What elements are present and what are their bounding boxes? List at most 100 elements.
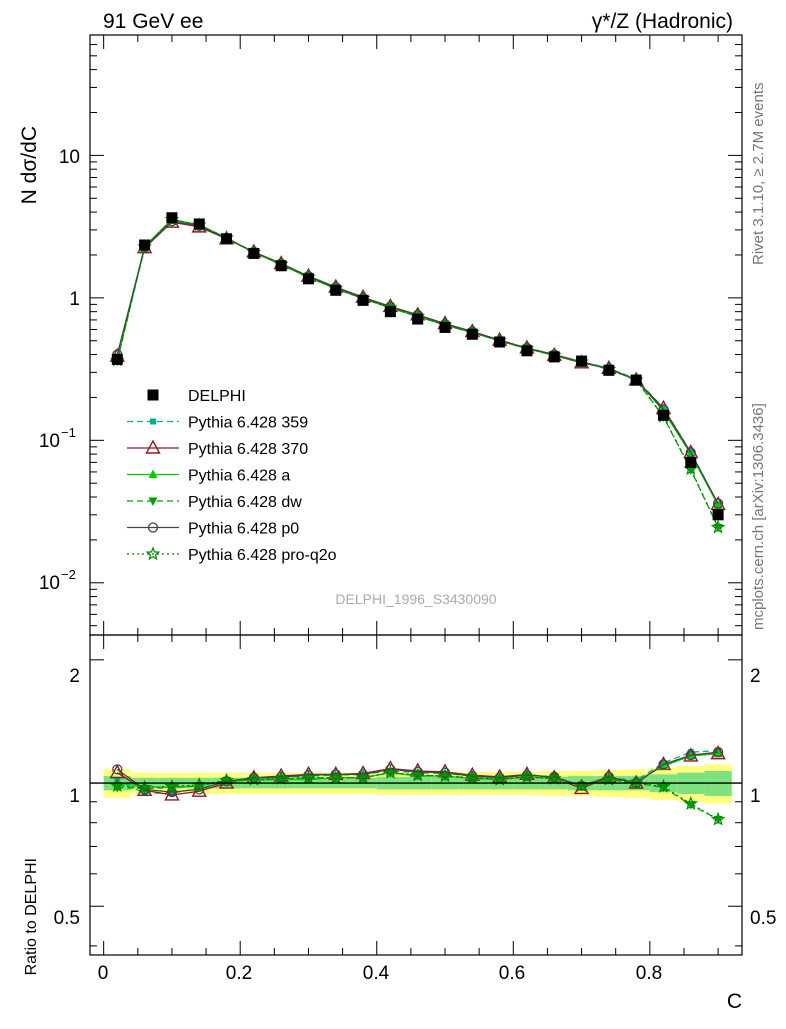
- top-panel-frame: [89, 34, 743, 636]
- bottom-y-tick-labels: 2 1 0.5 2 1 0.5: [54, 666, 777, 929]
- pythia-6-428-dw-point: [686, 466, 696, 475]
- legend-item: Pythia 6.428 370: [127, 439, 308, 458]
- legend-item: Pythia 6.428 dw: [127, 494, 302, 511]
- top-y-tick-label: 1: [69, 289, 80, 310]
- x-tick-label: 0: [98, 963, 109, 984]
- delphi-point: [439, 321, 451, 333]
- bottom-ylabel: Ratio to DELPHI: [23, 858, 40, 975]
- delphi-point: [139, 239, 151, 251]
- pythia-6-428-pro-q2o-point: [710, 519, 726, 534]
- delphi-point: [302, 273, 314, 285]
- pythia-6-428-p0-ratio-point: [385, 764, 396, 775]
- delphi-point: [521, 345, 533, 357]
- legend-item: Pythia 6.428 359: [127, 415, 308, 432]
- pythia-6-428-pro-q2o-ratio-point: [110, 778, 125, 792]
- bottom-panel-frame: [89, 634, 743, 956]
- pythia-6-428-pro-q2o-ratio-point: [546, 770, 562, 785]
- top-ylabel: N dσ/dC: [18, 126, 41, 204]
- delphi-point: [357, 294, 369, 306]
- pythia-6-428-p0-ratio-point: [357, 769, 369, 780]
- pythia-6-428-pro-q2o-ratio-point: [273, 770, 289, 785]
- pythia-6-428-p0-ratio-point: [685, 749, 696, 761]
- top-series-layer: [109, 211, 726, 534]
- bottom-y-tick-label-right: 0.5: [750, 908, 776, 929]
- pythia-6-428-p0-ratio-point: [330, 769, 341, 780]
- legend-item: Pythia 6.428 a: [127, 468, 290, 485]
- delphi-point: [221, 233, 233, 245]
- delphi-point: [193, 218, 205, 230]
- delphi-point: [712, 509, 724, 521]
- pythia-6-428-pro-q2o-ratio-point: [164, 778, 180, 793]
- pythia-6-428-p0-ratio-point: [712, 746, 724, 758]
- legend-marker: [148, 469, 158, 478]
- bottom-y-tick-label-right: 1: [750, 786, 761, 807]
- bottom-y-tick-label: 0.5: [54, 908, 80, 929]
- pythia-6-428-pro-q2o-ratio-point: [656, 778, 671, 793]
- pythia-6-428-p0-ratio-point: [658, 759, 669, 770]
- legend-marker: [145, 546, 161, 561]
- delphi-point: [248, 247, 260, 259]
- delphi-point: [330, 284, 342, 296]
- legend-label: Pythia 6.428 pro-q2o: [188, 547, 337, 564]
- top-y-tick-exponent: −1: [61, 425, 76, 440]
- legend-label: Pythia 6.428 p0: [188, 521, 299, 538]
- pythia-6-428-p0-ratio-point: [412, 766, 423, 777]
- ratio-series-layer: [90, 745, 742, 826]
- top-axis-ticks: [90, 34, 742, 955]
- legend-item: Pythia 6.428 pro-q2o: [127, 546, 337, 564]
- top-y-tick-label: 10: [39, 431, 60, 452]
- x-tick-label: 0.2: [226, 963, 252, 984]
- pythia-6-428-pro-q2o-ratio-point: [437, 768, 453, 783]
- pythia-6-428-370-ratio-point: [164, 786, 180, 801]
- pythia-6-428-pro-q2o-ratio-point: [710, 811, 726, 826]
- delphi-point: [384, 306, 396, 318]
- pythia-6-428-p0-line: [116, 220, 719, 504]
- pythia-6-428-370-line: [116, 221, 719, 505]
- delphi-point: [630, 374, 642, 386]
- pythia-6-428-359-ratio-point: [168, 790, 175, 797]
- pythia-6-428-pro-q2o-ratio-point: [383, 765, 398, 779]
- pythia-6-428-359-line: [116, 220, 719, 505]
- delphi-point: [412, 313, 424, 325]
- pythia-6-428-pro-q2o-ratio-point: [137, 779, 152, 794]
- delphi-point: [166, 212, 178, 224]
- pythia-6-428-dw-point: [713, 523, 723, 533]
- pythia-6-428-pro-q2o-ratio-line: [117, 772, 719, 820]
- pythia-6-428-dw-ratio-point: [658, 784, 668, 793]
- pythia-6-428-dw-ratio-point: [686, 801, 696, 810]
- legend: DELPHI Pythia 6.428 359 Pythia 6.428 370 Py…: [127, 388, 337, 564]
- delphi-point: [494, 336, 506, 348]
- pythia-6-428-p0-ratio-point: [166, 786, 178, 798]
- pythia-6-428-pro-q2o-ratio-point: [410, 767, 425, 782]
- pythia-6-428-p0-ratio-point: [194, 784, 205, 795]
- legend-label: Pythia 6.428 a: [188, 468, 290, 485]
- mcplots-label: mcplots.cern.ch [arXiv:1306.3436]: [750, 403, 767, 630]
- pythia-6-428-dw-ratio-point: [194, 782, 204, 791]
- delphi-point: [657, 409, 669, 421]
- x-tick-label: 0.8: [636, 963, 662, 984]
- legend-item: DELPHI: [147, 388, 246, 405]
- top-y-tick-exponent: −2: [61, 567, 76, 582]
- analysis-id: DELPHI_1996_S3430090: [335, 591, 496, 607]
- delphi-point: [685, 456, 697, 468]
- x-tick-label: 0.6: [499, 963, 525, 984]
- pythia-6-428-pro-q2o-ratio-point: [628, 775, 644, 790]
- pythia-6-428-pro-q2o-ratio-point: [328, 770, 344, 784]
- pythia-6-428-p0-ratio-point: [112, 764, 123, 775]
- bottom-y-tick-label: 2: [69, 666, 80, 687]
- pythia-6-428-p0-ratio-point: [439, 767, 451, 778]
- x-tick-labels: 0 0.2 0.4 0.6 0.8: [98, 963, 663, 984]
- legend-marker: [145, 439, 161, 454]
- pythia-6-428-a-point: [713, 500, 723, 509]
- pythia-6-428-dw-ratio-point: [303, 774, 313, 783]
- pythia-6-428-pro-q2o-ratio-point: [465, 770, 480, 784]
- energy-label: 91 GeV ee: [103, 10, 203, 33]
- pythia-6-428-p0-ratio-line: [116, 751, 719, 793]
- top-y-tick-label: 10: [59, 147, 80, 168]
- bottom-y-tick-label: 1: [69, 786, 80, 807]
- pythia-6-428-a-ratio-point: [658, 761, 668, 770]
- legend-item: Pythia 6.428 p0: [127, 521, 299, 538]
- pythia-6-428-pro-q2o-ratio-point: [574, 778, 589, 792]
